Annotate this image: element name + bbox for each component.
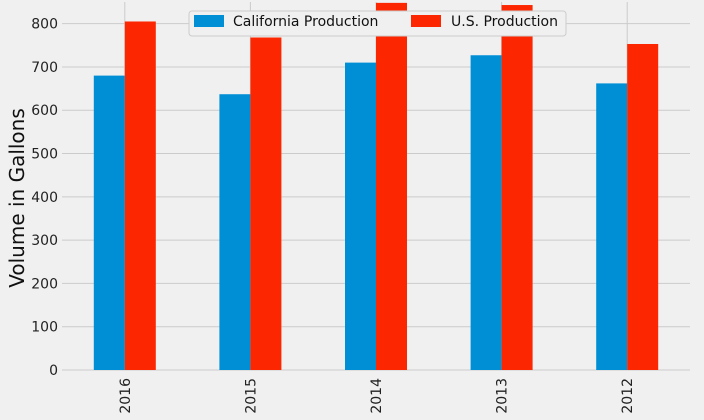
y-tick-label: 700 — [31, 60, 58, 76]
x-tick-label: 2015 — [243, 378, 259, 414]
y-tick-label: 200 — [31, 276, 58, 292]
bar-california-2014 — [345, 62, 376, 371]
y-tick-label: 400 — [31, 190, 58, 206]
y-tick-label: 800 — [31, 17, 58, 33]
legend-swatch-california — [194, 15, 224, 27]
legend-box — [188, 10, 567, 37]
legend-swatch-us — [411, 15, 441, 27]
x-tick-label: 2014 — [369, 378, 385, 414]
bar-california-2016 — [93, 75, 125, 370]
legend-label-us: U.S. Production — [451, 14, 558, 30]
x-tick-labels: 2016 2015 2014 2013 2012 — [118, 378, 636, 414]
legend: California Production U.S. Production — [188, 10, 567, 37]
x-tick-label: 2016 — [118, 378, 134, 414]
bars — [93, 2, 659, 371]
bar-us-2014 — [376, 2, 407, 371]
bar-california-2012 — [596, 83, 628, 370]
y-tick-labels: 0 100 200 300 400 500 600 700 800 — [31, 17, 58, 379]
legend-label-california: California Production — [233, 14, 378, 30]
x-tick-label: 2013 — [495, 378, 511, 414]
bar-us-2015 — [250, 37, 282, 371]
bar-us-2016 — [124, 21, 156, 370]
bar-california-2015 — [219, 94, 251, 371]
y-axis-label: Volume in Gallons — [5, 108, 29, 288]
y-tick-label: 100 — [31, 320, 58, 336]
bar-california-2013 — [470, 55, 502, 370]
y-tick-label: 600 — [31, 103, 58, 119]
bar-us-2013 — [501, 5, 533, 371]
y-tick-label: 300 — [31, 233, 58, 249]
bar-us-2012 — [627, 43, 659, 370]
y-tick-label: 500 — [31, 147, 58, 163]
y-tick-label: 0 — [49, 363, 58, 379]
x-tick-label: 2012 — [620, 378, 636, 414]
